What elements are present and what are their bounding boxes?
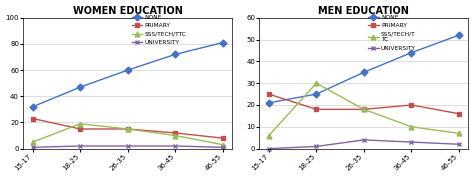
Legend: NONE, PRIMARY, SSS/TECH/T
TC, UNIVERSITY: NONE, PRIMARY, SSS/TECH/T TC, UNIVERSITY (368, 15, 416, 51)
Legend: NONE, PRIMARY, SSS/TECH/TTC, UNIVERSITY: NONE, PRIMARY, SSS/TECH/TTC, UNIVERSITY (132, 15, 187, 45)
Title: MEN EDUCATION: MEN EDUCATION (319, 5, 410, 16)
Title: WOMEN EDUCATION: WOMEN EDUCATION (73, 5, 182, 16)
